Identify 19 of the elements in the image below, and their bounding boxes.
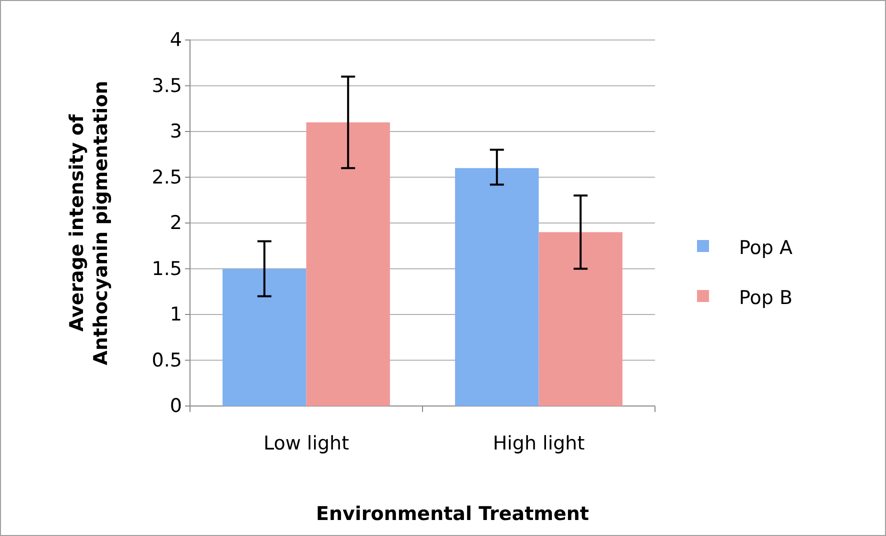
- y-tick-label: 1.5: [152, 258, 182, 280]
- y-tick-label: 0.5: [152, 349, 182, 372]
- x-tick-label: Low light: [263, 432, 350, 454]
- bar: [222, 268, 306, 406]
- x-tick-label: High light: [492, 432, 585, 454]
- y-tick-label: 4: [170, 29, 182, 52]
- y-tick-label: 2.5: [152, 166, 182, 188]
- bar: [538, 232, 622, 406]
- x-axis-title: Environmental Treatment: [316, 503, 589, 525]
- y-tick-label: 2: [170, 212, 182, 234]
- legend-label: Pop B: [739, 286, 793, 309]
- y-tick-label: 1: [170, 304, 182, 326]
- y-tick-label: 0: [170, 395, 182, 418]
- y-tick-label: 3: [170, 120, 182, 143]
- bar: [306, 122, 390, 406]
- bar: [455, 168, 539, 406]
- legend-label: Pop A: [739, 236, 793, 259]
- y-tick-label: 3.5: [152, 74, 182, 97]
- y-axis-title: Average intensity of Anthocyanin pigmentation: [66, 80, 112, 366]
